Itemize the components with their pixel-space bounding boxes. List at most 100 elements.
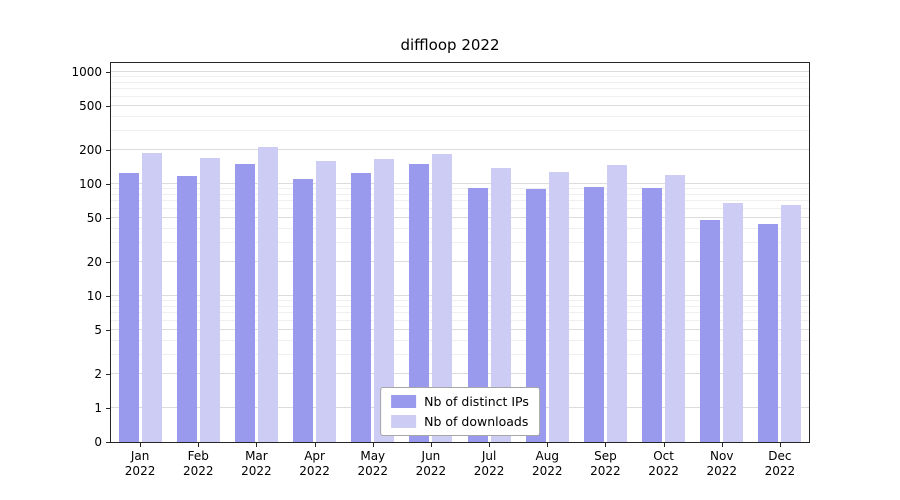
gridline-minor bbox=[111, 95, 809, 97]
bar-downloads bbox=[548, 172, 569, 442]
x-tick-mark bbox=[314, 443, 316, 447]
gridline-minor bbox=[111, 115, 809, 117]
legend: Nb of distinct IPs Nb of downloads bbox=[380, 387, 540, 436]
y-tick-mark bbox=[106, 374, 110, 376]
bar-distinct-ips bbox=[409, 164, 430, 442]
x-tick-label: Sep 2022 bbox=[590, 449, 621, 478]
gridline-major bbox=[111, 104, 809, 106]
y-tick-mark bbox=[106, 217, 110, 219]
x-tick-mark bbox=[663, 443, 665, 447]
x-tick-mark bbox=[605, 443, 607, 447]
legend-label: Nb of distinct IPs bbox=[424, 394, 529, 409]
bar-downloads bbox=[257, 146, 278, 442]
gridline-minor bbox=[111, 88, 809, 90]
gridline-major bbox=[111, 216, 809, 218]
gridline-minor bbox=[111, 305, 809, 307]
y-tick-mark bbox=[106, 408, 110, 409]
y-tick-label: 20 bbox=[86, 255, 102, 270]
plot-area: Nb of distinct IPs Nb of downloads bbox=[110, 62, 810, 443]
gridline-major bbox=[111, 373, 809, 375]
gridline-minor bbox=[111, 319, 809, 321]
y-tick-mark bbox=[106, 329, 110, 331]
gridline-minor bbox=[111, 312, 809, 314]
gridline-minor bbox=[111, 207, 809, 209]
gridline-minor bbox=[111, 193, 809, 195]
legend-entry: Nb of downloads bbox=[391, 414, 529, 429]
gridline-major bbox=[111, 183, 809, 184]
x-tick-label: Jul 2022 bbox=[473, 449, 505, 478]
legend-entry: Nb of distinct IPs bbox=[391, 394, 529, 409]
gridline-major bbox=[111, 261, 809, 263]
y-tick-mark bbox=[106, 150, 110, 152]
x-tick-mark bbox=[430, 443, 432, 447]
chart-title: diffloop 2022 bbox=[400, 36, 500, 54]
y-tick-mark bbox=[106, 296, 110, 297]
bar-downloads bbox=[199, 158, 220, 442]
y-tick-label: 2 bbox=[94, 367, 102, 382]
bar-downloads bbox=[374, 158, 395, 442]
x-tick-mark bbox=[489, 443, 491, 447]
bar-distinct-ips bbox=[176, 175, 197, 442]
bar-distinct-ips bbox=[583, 186, 604, 442]
gridline-major bbox=[111, 71, 809, 72]
x-tick-label: Jun 2022 bbox=[415, 449, 447, 478]
y-tick-label: 0 bbox=[94, 435, 102, 449]
x-tick-mark bbox=[779, 443, 781, 447]
x-tick-label: Oct 2022 bbox=[648, 449, 679, 478]
bar-distinct-ips bbox=[700, 219, 721, 442]
gridline-minor bbox=[111, 339, 809, 341]
bar-downloads bbox=[490, 167, 511, 442]
bar-distinct-ips bbox=[118, 173, 139, 442]
gridline-minor bbox=[111, 188, 809, 190]
y-tick-label: 200 bbox=[79, 143, 102, 158]
bar-distinct-ips bbox=[467, 187, 488, 442]
bar-distinct-ips bbox=[351, 173, 372, 442]
y-tick-label: 100 bbox=[79, 177, 102, 191]
bar-downloads bbox=[723, 202, 744, 442]
bar-distinct-ips bbox=[642, 188, 663, 442]
x-tick-label: Apr 2022 bbox=[299, 449, 330, 478]
y-tick-mark bbox=[106, 442, 110, 443]
gridline-minor bbox=[111, 200, 809, 202]
x-tick-label: Feb 2022 bbox=[182, 449, 214, 478]
y-tick-label: 500 bbox=[79, 98, 102, 113]
bar-downloads bbox=[781, 205, 802, 442]
x-tick-mark bbox=[721, 443, 723, 447]
y-tick-label: 10 bbox=[86, 289, 102, 303]
x-tick-label: Aug 2022 bbox=[531, 449, 563, 478]
x-tick-mark bbox=[547, 443, 549, 447]
legend-swatch-icon bbox=[391, 395, 417, 408]
gridline-major bbox=[111, 149, 809, 151]
bar-downloads bbox=[606, 164, 627, 442]
gridline-minor bbox=[111, 129, 809, 131]
y-tick-mark bbox=[106, 184, 110, 185]
x-tick-label: Nov 2022 bbox=[706, 449, 738, 478]
x-tick-label: Mar 2022 bbox=[241, 449, 272, 478]
x-tick-mark bbox=[198, 443, 200, 447]
gridline-minor bbox=[111, 76, 809, 78]
bar-downloads bbox=[432, 154, 453, 442]
x-tick-label: May 2022 bbox=[357, 449, 389, 478]
y-tick-mark bbox=[106, 262, 110, 264]
x-tick-mark bbox=[372, 443, 374, 447]
y-tick-mark bbox=[106, 105, 110, 107]
legend-swatch-icon bbox=[391, 415, 417, 428]
bar-distinct-ips bbox=[293, 179, 314, 442]
y-tick-mark bbox=[106, 72, 110, 73]
y-tick-label: 1000 bbox=[71, 65, 102, 79]
bar-distinct-ips bbox=[234, 164, 255, 442]
bar-distinct-ips bbox=[758, 223, 779, 442]
legend-label: Nb of downloads bbox=[424, 414, 529, 429]
gridline-minor bbox=[111, 300, 809, 302]
y-tick-label: 1 bbox=[94, 401, 102, 415]
bar-distinct-ips bbox=[525, 189, 546, 442]
gridline-major bbox=[111, 328, 809, 330]
x-tick-label: Dec 2022 bbox=[764, 449, 796, 478]
bar-downloads bbox=[316, 161, 337, 442]
gridline-minor bbox=[111, 241, 809, 243]
x-tick-mark bbox=[256, 443, 258, 447]
bar-downloads bbox=[665, 175, 686, 442]
gridline-major bbox=[111, 295, 809, 296]
gridline-minor bbox=[111, 81, 809, 83]
